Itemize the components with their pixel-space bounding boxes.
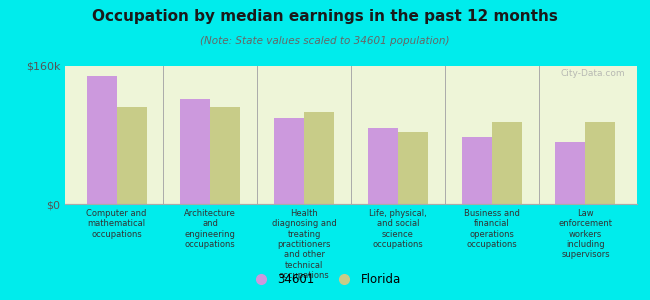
Bar xyxy=(274,118,304,204)
Bar xyxy=(586,122,616,204)
Bar xyxy=(304,112,334,204)
Legend: 34601, Florida: 34601, Florida xyxy=(244,269,406,291)
Bar xyxy=(555,142,586,204)
Text: (Note: State values scaled to 34601 population): (Note: State values scaled to 34601 popu… xyxy=(200,36,450,46)
Bar xyxy=(116,107,147,204)
Text: Occupation by median earnings in the past 12 months: Occupation by median earnings in the pas… xyxy=(92,9,558,24)
Text: City-Data.com: City-Data.com xyxy=(561,69,625,78)
Bar xyxy=(86,76,116,204)
Bar xyxy=(180,99,211,204)
Bar xyxy=(398,132,428,204)
Bar xyxy=(462,137,491,204)
Bar xyxy=(368,128,398,204)
Bar xyxy=(491,122,522,204)
Bar xyxy=(211,106,240,204)
